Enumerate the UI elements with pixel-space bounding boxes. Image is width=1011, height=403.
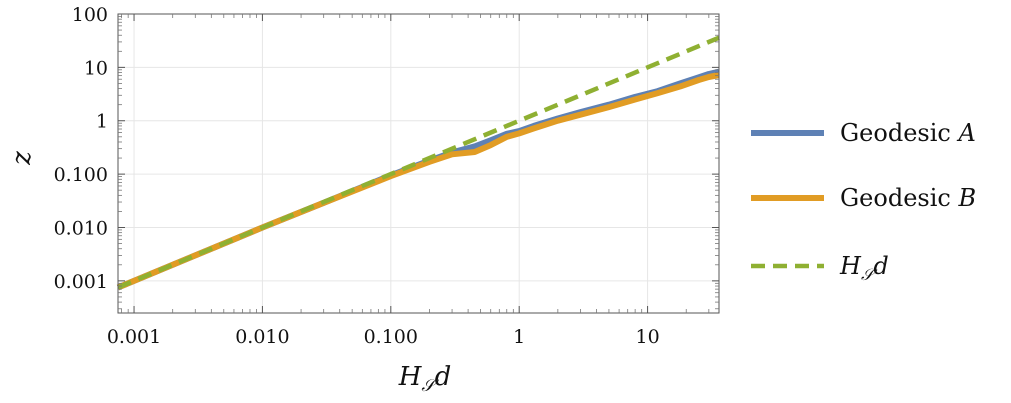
y-tick-label: 0.001 [54,271,108,293]
legend: Geodesic A Geodesic B H𝒮d [751,119,976,284]
legend-label-0: Geodesic A [840,119,976,147]
x-tick-label: 0.001 [107,326,161,348]
legend-label-1: Geodesic B [840,184,976,212]
axis-labels: z H𝒮d [7,151,451,396]
y-tick-label: 10 [84,57,108,79]
legend-label-2: H𝒮d [839,252,889,284]
x-tick-label: 0.100 [364,326,418,348]
y-tick-label: 100 [72,4,108,26]
x-tick-label: 10 [635,326,659,348]
y-tick-label: 0.100 [54,164,108,186]
x-tick-label: 0.010 [235,326,289,348]
y-tick-label: 0.010 [54,217,108,239]
ticks: 0.001 0.010 0.100 1 10 0.001 0.010 0.100 1 10 100 [54,4,719,348]
y-axis-label: z [7,151,37,166]
plot-frame [117,13,720,314]
x-axis-label: H𝒮d [398,362,452,396]
series-line-1 [116,72,720,291]
y-tick-label: 1 [96,111,108,133]
series-layer [116,35,720,291]
x-tick-label: 1 [513,326,525,348]
